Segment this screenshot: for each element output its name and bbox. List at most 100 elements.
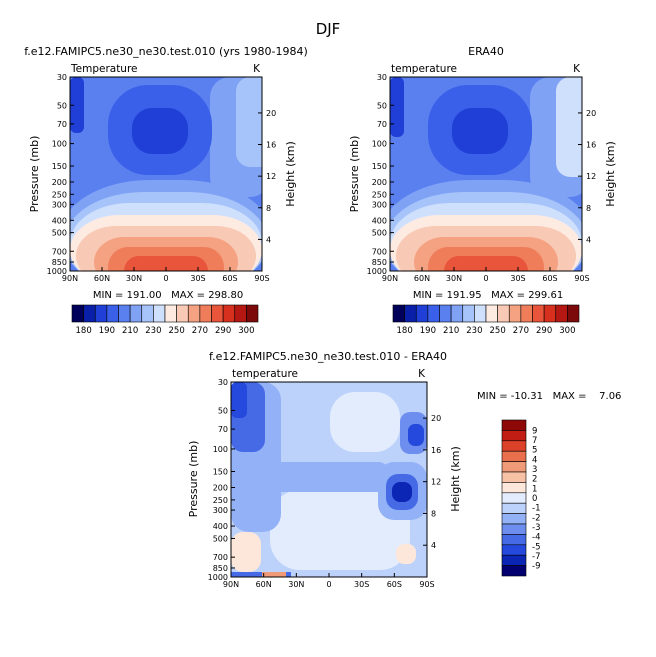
y-tick-label: 700 <box>213 553 228 562</box>
colorbar-swatch <box>450 304 464 323</box>
height-tick-label: 20 <box>266 109 276 118</box>
x-tick-label: 60N <box>256 580 272 589</box>
y-tick-label: 200 <box>213 483 228 492</box>
colorbar-swatch <box>199 304 212 323</box>
height-tick-label: 16 <box>266 141 276 150</box>
y-tick-label: 100 <box>52 140 67 149</box>
panel-model-ylabel: Pressure (mb) <box>28 136 41 213</box>
panel-obs-title: ERA40 <box>468 45 504 58</box>
y-tick-label: 150 <box>372 162 387 171</box>
x-tick-label: 90N <box>62 274 78 283</box>
colorbar-swatch <box>501 492 527 504</box>
obs-polar <box>390 77 404 137</box>
x-tick-label: 90S <box>419 580 434 589</box>
x-tick-label: 0 <box>483 274 488 283</box>
y-tick-label: 300 <box>213 506 228 515</box>
panel-obs-ylabel: Pressure (mb) <box>348 136 361 213</box>
colorbar-swatch <box>501 440 527 452</box>
colorbar-swatch <box>462 304 475 323</box>
colorbar-label: -2 <box>532 513 540 523</box>
diff-left-blue-3 <box>231 382 247 418</box>
colorbar-label: -7 <box>532 552 540 562</box>
colorbar-label: 270 <box>513 326 529 336</box>
panel-diff-variable: temperature <box>232 368 298 380</box>
colorbar-label: 300 <box>559 326 575 336</box>
colorbar-swatch <box>246 304 259 323</box>
x-tick-label: 30N <box>126 274 142 283</box>
diff-lower-pale <box>270 490 410 570</box>
model-core-2 <box>132 108 188 154</box>
colorbar-swatch <box>567 304 580 323</box>
colorbar-swatch <box>501 502 527 514</box>
y-tick-label: 300 <box>52 200 67 209</box>
colorbar-label: 190 <box>99 326 115 336</box>
y-tick-label: 50 <box>57 101 67 110</box>
colorbar-swatch <box>497 304 510 323</box>
colorbar-label: -1 <box>532 504 540 514</box>
panel-diff-units: K <box>418 368 426 380</box>
y-tick-label: 1000 <box>367 267 387 276</box>
height-tick-label: 8 <box>431 509 436 518</box>
colorbar-swatch <box>83 304 96 323</box>
colorbar-swatch <box>427 304 440 323</box>
colorbar-swatch <box>543 304 557 323</box>
model-polar <box>70 77 84 133</box>
panel-obs-units: K <box>573 63 581 75</box>
colorbar-label: 210 <box>122 326 138 336</box>
y-tick-label: 150 <box>52 162 67 171</box>
y-tick-label: 50 <box>218 406 228 415</box>
colorbar-label: 230 <box>466 326 482 336</box>
colorbar-label: -4 <box>532 533 540 543</box>
y-tick-label: 70 <box>218 425 228 434</box>
colorbar-swatch <box>94 304 108 323</box>
y-tick-label: 1000 <box>47 267 67 276</box>
y-tick-label: 70 <box>377 120 387 129</box>
colorbar-swatch <box>176 304 189 323</box>
obs-colorbar: 180 190 210 230 250 270 290 300 <box>392 304 580 336</box>
colorbar-swatch <box>555 304 568 323</box>
colorbar-label: 0 <box>532 494 537 504</box>
x-tick-label: 0 <box>163 274 168 283</box>
x-tick-label: 90S <box>254 274 269 283</box>
diff-lower-right-warm <box>396 544 416 564</box>
colorbar-label: 290 <box>215 326 231 336</box>
height-tick-label: 8 <box>266 204 271 213</box>
colorbar-swatch <box>501 419 527 431</box>
x-tick-label: 90S <box>574 274 589 283</box>
colorbar-swatch <box>415 304 429 323</box>
panel-model-variable: Temperature <box>70 63 138 75</box>
colorbar-swatch <box>141 304 154 323</box>
height-tick-label: 16 <box>431 446 441 455</box>
y-tick-label: 500 <box>372 229 387 238</box>
y-tick-label: 250 <box>213 496 228 505</box>
colorbar-label: 180 <box>76 326 92 336</box>
x-tick-label: 30N <box>446 274 462 283</box>
diff-upper-right-blob-2 <box>408 424 424 446</box>
colorbar-label: 190 <box>420 326 436 336</box>
panel-diff: f.e12.FAMIPC5.ne30_ne30.test.010 - ERA40… <box>187 350 621 589</box>
y-tick-label: 30 <box>57 73 67 82</box>
diff-lower-left-warm <box>231 532 261 572</box>
height-tick-label: 12 <box>266 172 276 181</box>
y-tick-label: 150 <box>213 468 228 477</box>
colorbar-swatch <box>532 304 545 323</box>
x-tick-label: 90N <box>382 274 398 283</box>
colorbar-label: 180 <box>397 326 413 336</box>
y-tick-label: 250 <box>372 190 387 199</box>
panel-obs-stats: MIN = 191.95 MAX = 299.61 <box>413 290 563 301</box>
height-tick-label: 8 <box>586 204 591 213</box>
colorbar-swatch <box>234 304 247 323</box>
colorbar-label: 5 <box>532 446 537 456</box>
colorbar-swatch <box>485 304 498 323</box>
colorbar-swatch <box>501 461 527 473</box>
x-tick-label: 90N <box>223 580 239 589</box>
x-tick-label: 30N <box>288 580 304 589</box>
colorbar-swatch <box>501 482 527 494</box>
colorbar-label: 7 <box>532 436 537 446</box>
model-band-8 <box>124 256 208 271</box>
colorbar-swatch <box>404 304 417 323</box>
panel-model: f.e12.FAMIPC5.ne30_ne30.test.010 (yrs 19… <box>24 45 308 336</box>
x-tick-label: 30S <box>510 274 525 283</box>
x-tick-label: 30S <box>190 274 205 283</box>
obs-core-2 <box>452 108 508 154</box>
